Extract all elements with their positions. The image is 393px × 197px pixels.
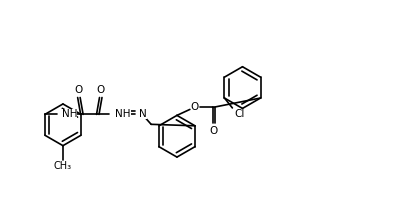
Text: O: O xyxy=(75,85,83,95)
Text: N: N xyxy=(139,109,147,119)
Text: O: O xyxy=(209,126,218,136)
Text: NH: NH xyxy=(116,109,131,119)
Text: Cl: Cl xyxy=(234,109,245,119)
Text: NH: NH xyxy=(62,109,77,119)
Text: O: O xyxy=(191,102,199,112)
Text: O: O xyxy=(96,85,105,95)
Text: CH₃: CH₃ xyxy=(54,161,72,171)
